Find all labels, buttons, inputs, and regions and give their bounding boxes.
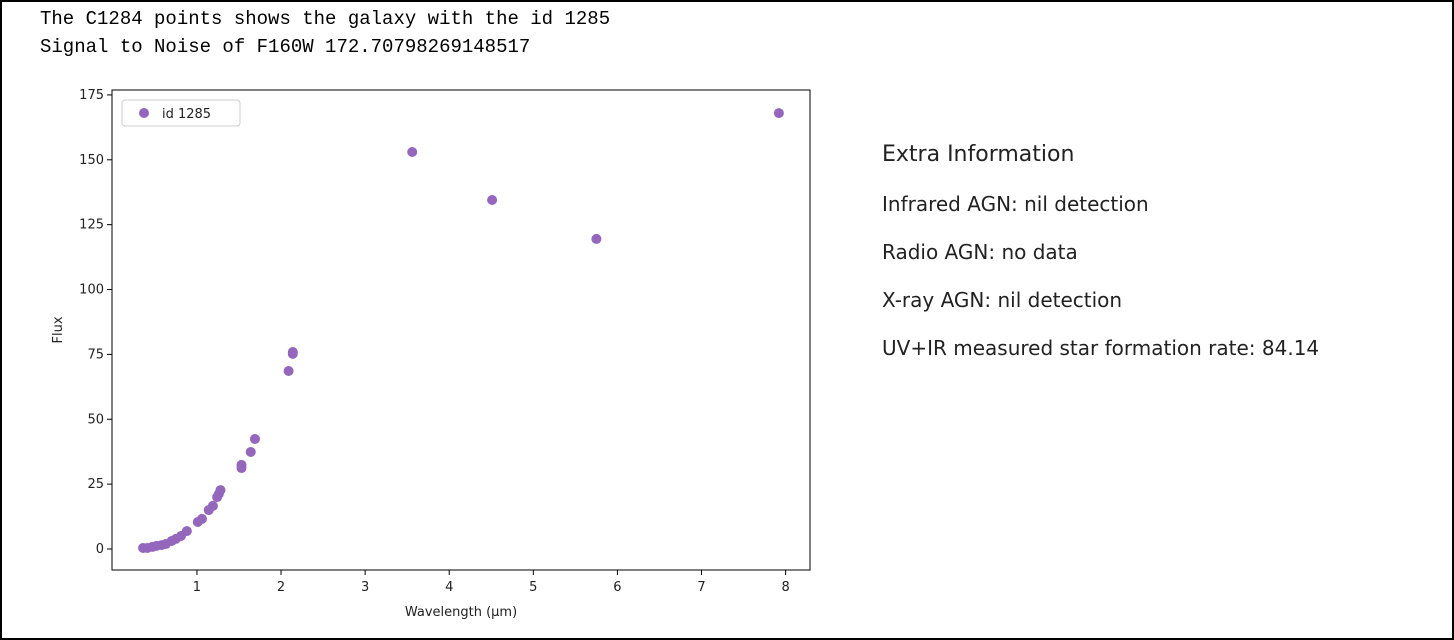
legend-box <box>121 99 241 127</box>
legend-label: id 1285 <box>162 107 211 122</box>
y-tick-label: 25 <box>87 477 104 492</box>
point <box>249 433 260 444</box>
plot-area <box>111 89 811 571</box>
x-tick-label: 7 <box>697 580 705 595</box>
point <box>245 446 256 457</box>
header-line: Signal to Noise of F160W 172.70798269148… <box>40 36 531 58</box>
x-tick-label: 8 <box>781 580 789 595</box>
y-tick-label: 150 <box>79 153 104 168</box>
x-tick-label: 3 <box>361 580 369 595</box>
point <box>196 513 207 524</box>
x-axis-label: Wavelength (μm) <box>405 605 517 620</box>
y-tick-label: 100 <box>79 283 104 298</box>
point <box>287 348 298 359</box>
y-tick-label: 175 <box>79 88 104 103</box>
point <box>215 485 226 496</box>
legend-marker <box>139 108 149 118</box>
point <box>283 365 294 376</box>
x-tick-label: 5 <box>529 580 537 595</box>
point <box>773 108 784 119</box>
y-tick-label: 125 <box>79 218 104 233</box>
point <box>487 195 498 206</box>
info-item: Radio AGN: no data <box>882 240 1078 264</box>
point <box>591 233 602 244</box>
point <box>181 526 192 537</box>
y-tick-label: 75 <box>87 347 104 362</box>
info-title: Extra Information <box>882 142 1075 167</box>
point <box>407 147 418 158</box>
x-tick-label: 1 <box>193 580 201 595</box>
header-line: The C1284 points shows the galaxy with t… <box>40 8 611 30</box>
info-item: Infrared AGN: nil detection <box>882 192 1149 216</box>
info-item: X-ray AGN: nil detection <box>882 288 1123 312</box>
point <box>207 500 218 511</box>
y-axis-label: Flux <box>51 316 66 343</box>
y-tick-label: 50 <box>87 412 104 427</box>
x-tick-label: 6 <box>613 580 621 595</box>
info-item: UV+IR measured star formation rate: 84.1… <box>882 336 1320 360</box>
x-tick-label: 4 <box>445 580 453 595</box>
y-tick-label: 0 <box>96 542 104 557</box>
point <box>236 463 247 474</box>
x-tick-label: 2 <box>277 580 285 595</box>
